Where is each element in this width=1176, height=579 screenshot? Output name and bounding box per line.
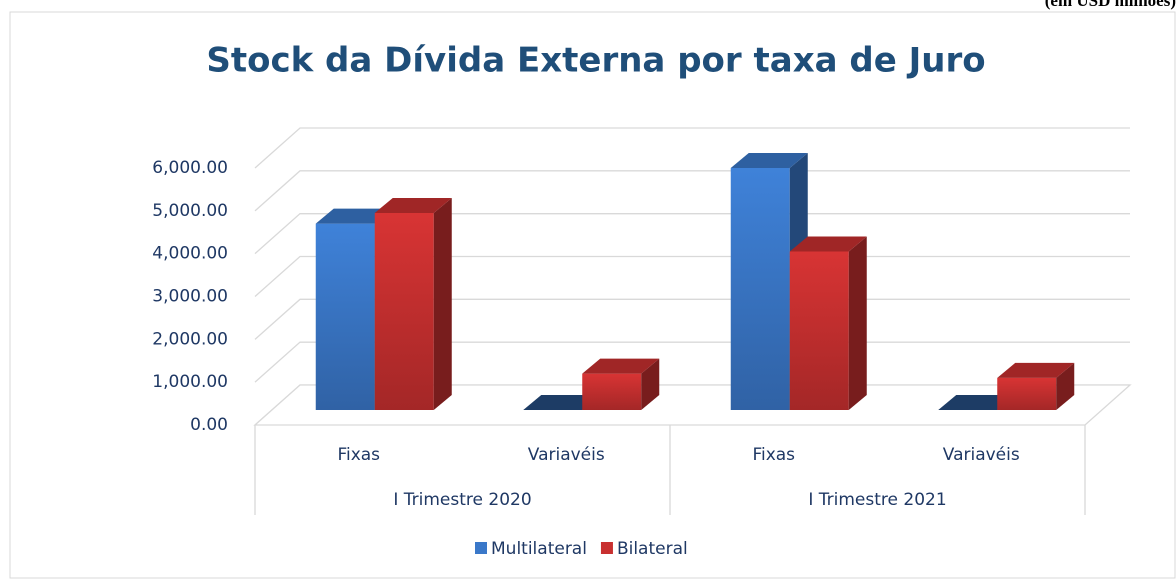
bar-side <box>641 358 660 410</box>
bar-top <box>315 208 393 224</box>
bar <box>938 395 1016 410</box>
grid-line <box>254 213 1130 255</box>
y-tick-label: 1,000.00 <box>152 372 228 392</box>
legend-label: Bilateral <box>617 539 688 559</box>
y-tick-label: 0.00 <box>190 415 228 435</box>
grid-line <box>254 170 1130 212</box>
bar <box>582 358 660 410</box>
group-label: I Trimestre 2021 <box>808 490 946 510</box>
y-tick-label: 3,000.00 <box>152 287 228 307</box>
bar-top <box>730 152 808 168</box>
y-tick-label: 6,000.00 <box>152 158 228 178</box>
bar <box>789 236 867 410</box>
bar-side <box>1056 362 1075 410</box>
chart-title: Stock da Dívida Externa por taxa de Juro <box>206 41 985 81</box>
y-tick-label: 5,000.00 <box>152 201 228 221</box>
y-tick-label: 2,000.00 <box>152 329 228 349</box>
bar-front <box>789 251 849 410</box>
bar-front <box>374 212 434 410</box>
bar-front <box>582 373 642 410</box>
legend-swatch <box>600 542 613 554</box>
bar-top <box>938 395 1016 410</box>
y-tick-label: 4,000.00 <box>152 244 228 264</box>
bar-top <box>582 358 660 374</box>
x-tick-label: Variavéis <box>943 445 1020 465</box>
grid-line <box>254 127 1130 169</box>
x-tick-label: Fixas <box>337 445 380 465</box>
bar <box>997 362 1075 410</box>
bar <box>374 197 452 410</box>
bar-top <box>523 395 601 410</box>
legend-swatch <box>475 542 487 554</box>
floor <box>253 384 1132 426</box>
bar-top <box>997 362 1075 378</box>
bar-front <box>997 377 1057 410</box>
x-tick-label: Fixas <box>752 445 795 465</box>
chart-frame <box>9 11 1176 579</box>
unit-note: (em USD milhões) <box>1045 0 1176 10</box>
bar-side <box>433 197 452 410</box>
bar-side <box>848 236 867 410</box>
group-label: I Trimestre 2020 <box>393 490 531 510</box>
bar-front <box>315 223 375 410</box>
bar <box>523 395 601 410</box>
bar-front <box>730 167 790 410</box>
bar-top <box>789 236 867 252</box>
bar-top <box>374 197 452 213</box>
x-tick-label: Variavéis <box>528 445 605 465</box>
legend-label: Multilateral <box>491 539 587 559</box>
